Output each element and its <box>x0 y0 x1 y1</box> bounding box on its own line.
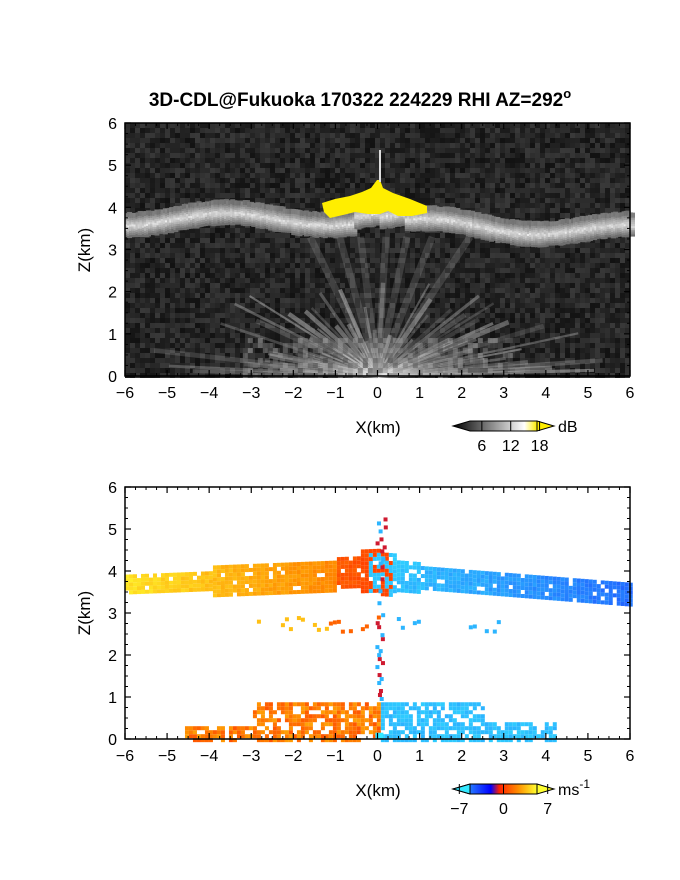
reflectivity-near-field-rays <box>153 234 603 379</box>
reflectivity-axes: −6 −5 −4 −3 −2 −1 0 1 2 3 4 5 6 0 1 2 3 4 5 6 <box>108 116 634 402</box>
velocity-panel: −6 −5 −4 −3 −2 −1 0 1 2 3 4 5 6 0 1 2 3 4 5 6 X(km) Z(km) −… <box>75 480 635 818</box>
velocity-y-tick-label: 4 <box>108 564 117 581</box>
reflectivity-y-axis-label: Z(km) <box>75 228 94 272</box>
figure-title: 3D-CDL@Fukuoka 170322 224229 RHI AZ=292o <box>149 86 571 111</box>
velocity-y-tick-label: 6 <box>108 480 117 497</box>
velocity-x-tick-label: −6 <box>116 748 134 765</box>
reflectivity-x-tick-label: −1 <box>326 385 344 402</box>
velocity-y-tick-label: 0 <box>108 732 117 749</box>
velocity-y-tick-label: 1 <box>108 690 117 707</box>
velocity-x-tick-label: 1 <box>415 748 424 765</box>
velocity-x-tick-label: 2 <box>457 748 466 765</box>
velocity-y-tick-label: 3 <box>108 606 117 623</box>
velocity-x-axis-label: X(km) <box>355 781 400 800</box>
velocity-data <box>125 517 633 743</box>
colorbar-tick-label: 7 <box>543 801 552 818</box>
velocity-y-tick-label: 2 <box>108 648 117 665</box>
reflectivity-x-tick-label: −3 <box>242 385 260 402</box>
velocity-x-tick-label: −4 <box>200 748 218 765</box>
colorbar-tick-label: 6 <box>477 438 486 455</box>
reflectivity-x-axis-label: X(km) <box>355 418 400 437</box>
reflectivity-x-tick-label: −5 <box>158 385 176 402</box>
reflectivity-x-tick-label: 0 <box>373 385 382 402</box>
reflectivity-y-tick-label: 2 <box>108 285 117 302</box>
velocity-x-tick-label: 6 <box>626 748 635 765</box>
reflectivity-y-tick-label: 0 <box>108 369 117 386</box>
reflectivity-x-tick-label: −2 <box>284 385 302 402</box>
reflectivity-x-tick-label: −4 <box>200 385 218 402</box>
colorbar-tick-label: 12 <box>502 438 520 455</box>
reflectivity-x-tick-label: 5 <box>583 385 592 402</box>
colorbar-tick-label: −7 <box>450 801 468 818</box>
velocity-x-tick-label: 5 <box>583 748 592 765</box>
reflectivity-x-tick-label: 1 <box>415 385 424 402</box>
velocity-axes: −6 −5 −4 −3 −2 −1 0 1 2 3 4 5 6 0 1 2 3 4 5 6 <box>108 480 634 765</box>
velocity-x-tick-label: −3 <box>242 748 260 765</box>
reflectivity-y-tick-label: 3 <box>108 243 117 260</box>
velocity-x-tick-label: −1 <box>326 748 344 765</box>
velocity-plot-area <box>125 487 630 739</box>
velocity-colorbar-unit: ms-1 <box>558 777 590 799</box>
reflectivity-x-tick-label: 2 <box>457 385 466 402</box>
velocity-y-tick-label: 5 <box>108 522 117 539</box>
velocity-x-tick-label: −5 <box>158 748 176 765</box>
reflectivity-y-tick-label: 1 <box>108 327 117 344</box>
colorbar-tick-label: 0 <box>499 801 508 818</box>
reflectivity-y-tick-label: 6 <box>108 116 117 133</box>
velocity-x-tick-label: 4 <box>541 748 550 765</box>
reflectivity-cloud-layer <box>125 199 635 248</box>
velocity-x-tick-label: 0 <box>373 748 382 765</box>
colorbar-tick-label: 18 <box>531 438 549 455</box>
reflectivity-x-tick-label: 6 <box>626 385 635 402</box>
reflectivity-colorbar-unit: dB <box>558 419 578 436</box>
velocity-y-axis-label: Z(km) <box>75 591 94 635</box>
reflectivity-y-tick-label: 5 <box>108 158 117 175</box>
reflectivity-saturated-core <box>322 180 427 218</box>
reflectivity-x-tick-label: 3 <box>499 385 508 402</box>
reflectivity-colorbar: 6 12 18 dB <box>451 419 578 455</box>
reflectivity-x-tick-label: 4 <box>541 385 550 402</box>
reflectivity-x-tick-label: −6 <box>116 385 134 402</box>
reflectivity-y-tick-label: 4 <box>108 200 117 217</box>
velocity-colorbar: −7 0 7 ms-1 <box>450 777 590 818</box>
velocity-x-tick-label: 3 <box>499 748 508 765</box>
velocity-x-tick-label: −2 <box>284 748 302 765</box>
